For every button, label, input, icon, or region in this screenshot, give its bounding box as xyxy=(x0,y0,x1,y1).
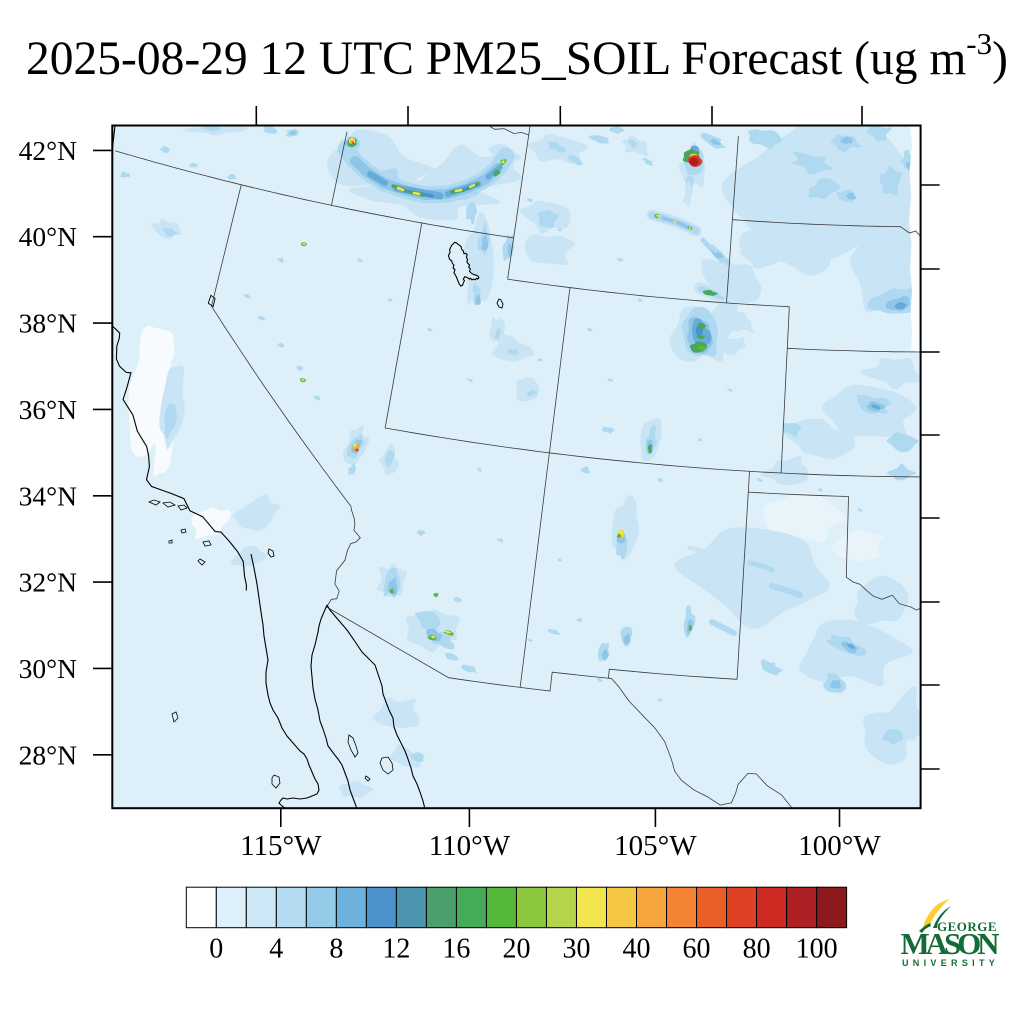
svg-text:20: 20 xyxy=(503,934,531,965)
svg-text:115°W: 115°W xyxy=(240,830,322,862)
svg-text:0: 0 xyxy=(209,934,223,965)
svg-text:30°N: 30°N xyxy=(19,653,77,684)
svg-text:2025-08-29 12 UTC PM25_SOIL Fo: 2025-08-29 12 UTC PM25_SOIL Forecast (ug… xyxy=(26,26,1008,85)
svg-text:38°N: 38°N xyxy=(19,308,77,339)
svg-text:8: 8 xyxy=(329,934,343,965)
svg-text:MASON: MASON xyxy=(901,926,1000,961)
svg-text:100: 100 xyxy=(796,934,838,965)
svg-text:UNIVERSITY: UNIVERSITY xyxy=(902,958,998,968)
svg-text:32°N: 32°N xyxy=(19,567,77,598)
svg-text:40: 40 xyxy=(623,934,651,965)
svg-text:28°N: 28°N xyxy=(19,739,77,770)
svg-text:34°N: 34°N xyxy=(19,480,77,511)
svg-text:80: 80 xyxy=(743,934,771,965)
svg-text:105°W: 105°W xyxy=(614,830,697,862)
svg-text:12: 12 xyxy=(382,934,410,965)
svg-text:4: 4 xyxy=(269,934,283,965)
svg-text:40°N: 40°N xyxy=(19,221,77,252)
svg-text:16: 16 xyxy=(442,934,470,965)
svg-text:GEORGE: GEORGE xyxy=(937,919,999,934)
svg-text:36°N: 36°N xyxy=(19,394,77,425)
svg-text:110°W: 110°W xyxy=(429,830,511,862)
svg-text:30: 30 xyxy=(563,934,591,965)
svg-text:60: 60 xyxy=(683,934,711,965)
svg-text:42°N: 42°N xyxy=(19,135,77,166)
svg-text:100°W: 100°W xyxy=(798,830,881,862)
